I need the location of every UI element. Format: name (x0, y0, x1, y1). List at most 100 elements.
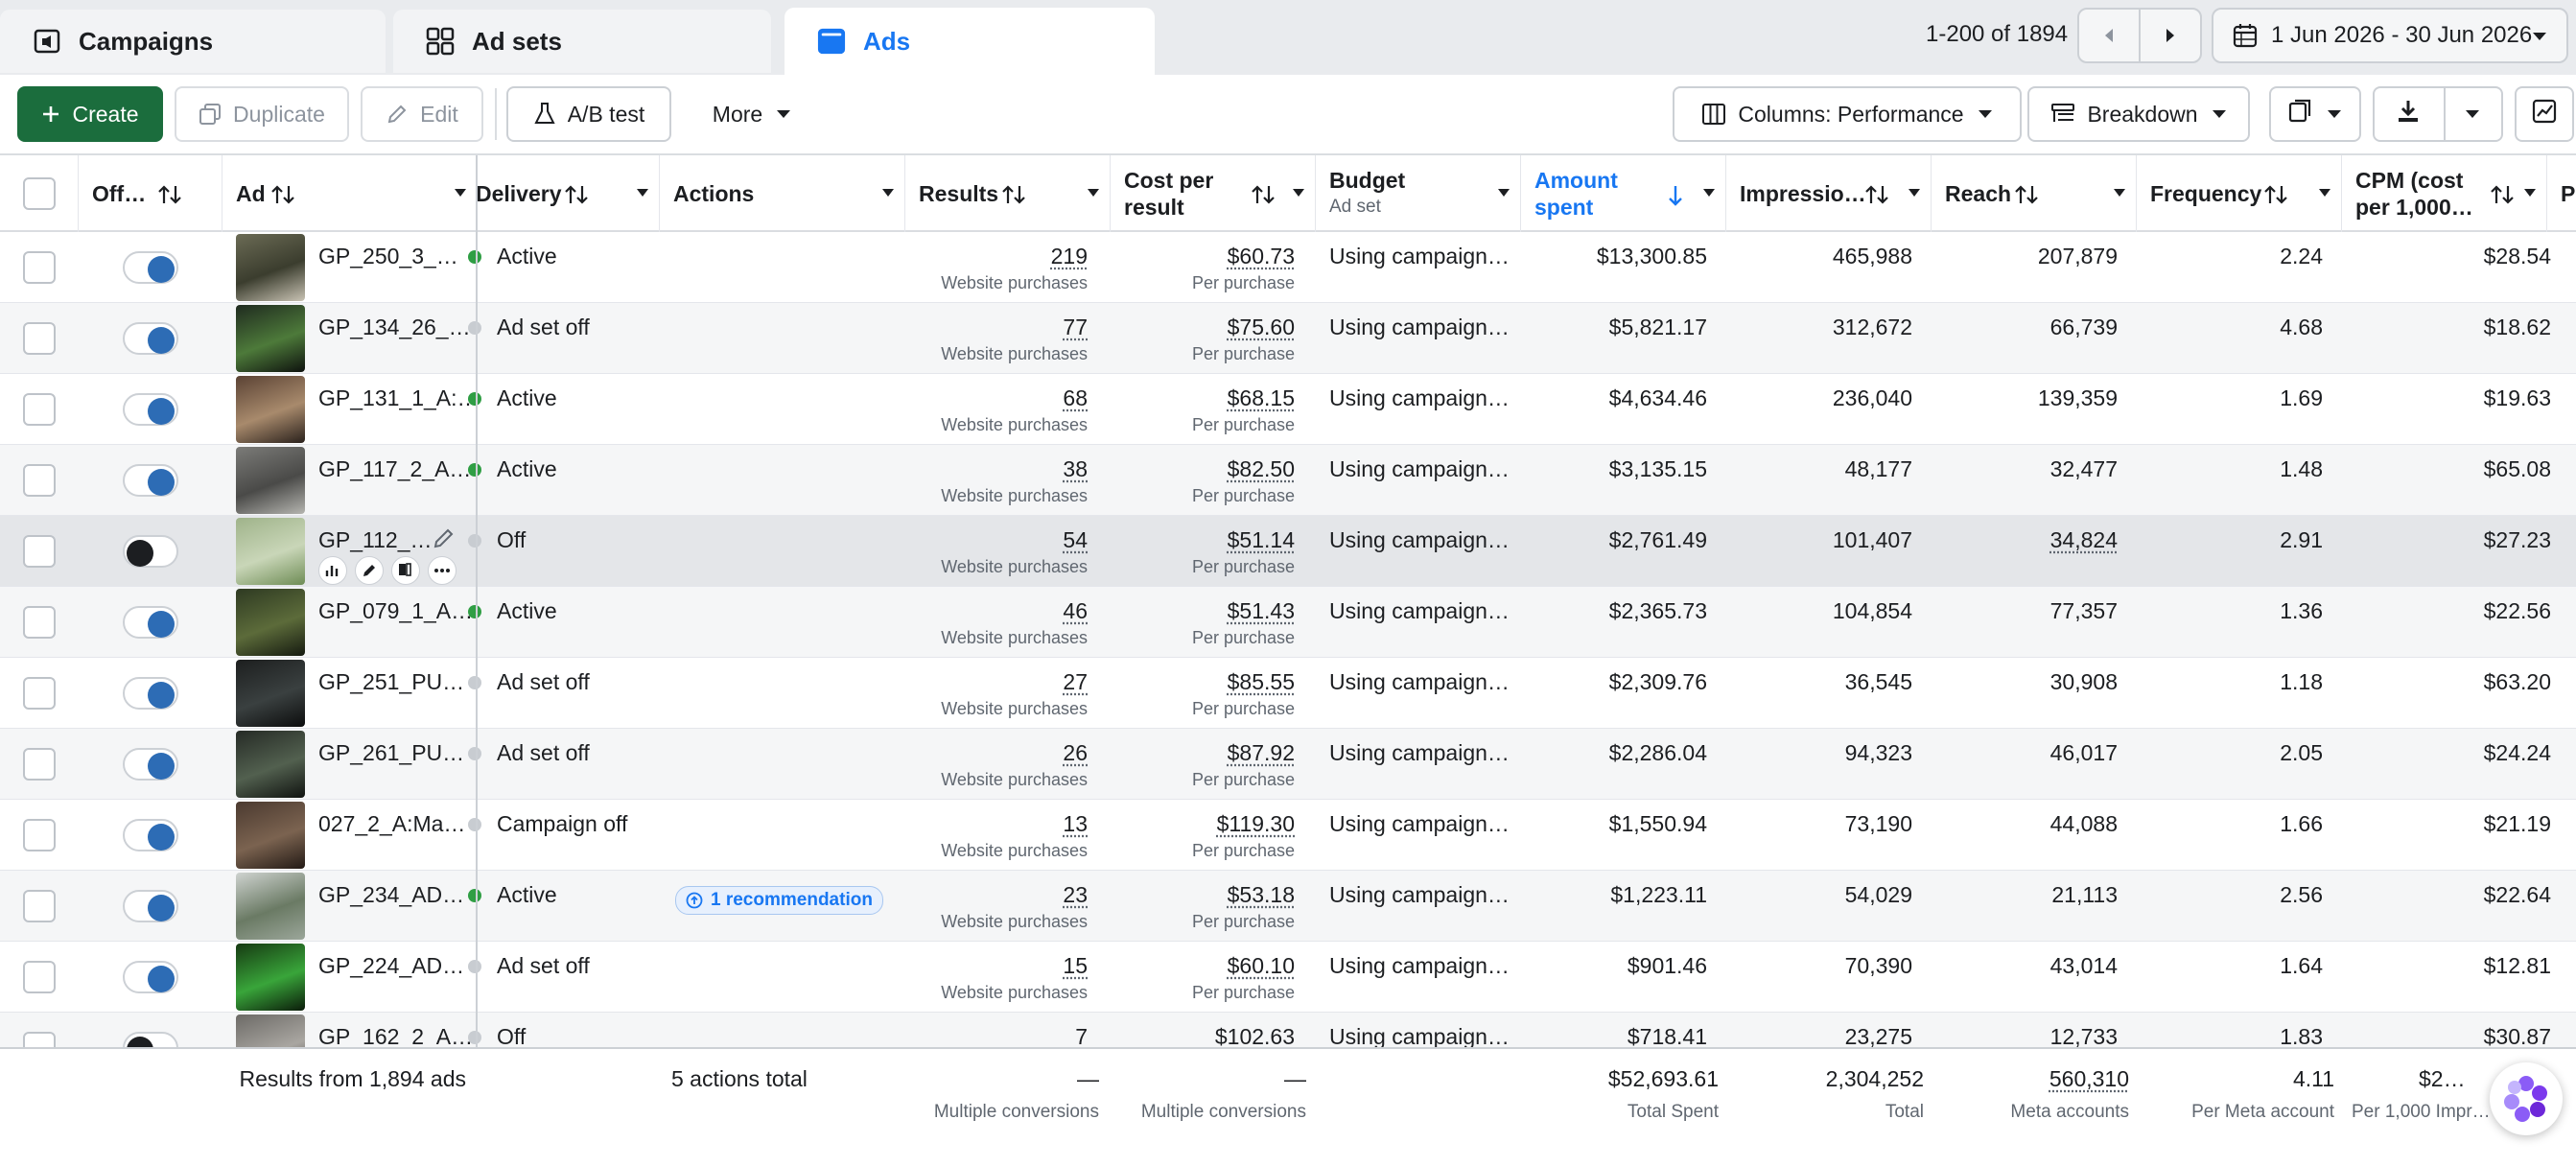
value-cpr[interactable]: $87.92 (1227, 740, 1295, 765)
edit-name-icon[interactable] (432, 525, 457, 550)
ad-name[interactable]: GP_131_1_A:… (318, 385, 480, 410)
edit-row-button[interactable] (355, 556, 384, 585)
chevron-down-icon[interactable] (454, 188, 467, 198)
ad-thumbnail[interactable] (236, 305, 305, 372)
table-row[interactable]: GP_117_2_A… Active 38 Website purchases $82.… (0, 445, 2576, 516)
ad-thumbnail[interactable] (236, 447, 305, 514)
row-checkbox[interactable] (23, 677, 56, 710)
value-results[interactable]: 13 (1063, 811, 1088, 836)
ad-status-toggle[interactable] (123, 606, 178, 639)
table-row[interactable]: GP_250_3_… Active 219 Website purchases $60.… (0, 232, 2576, 303)
view-charts-button[interactable] (318, 556, 347, 585)
table-row[interactable]: GP_234_AD… Active 1 recommendation 23 Websit… (0, 871, 2576, 942)
ad-name[interactable]: GP_112_… (318, 527, 433, 552)
row-checkbox[interactable] (23, 819, 56, 851)
table-row[interactable]: GP_251_PU… Ad set off 27 Website purchases $… (0, 658, 2576, 729)
ad-thumbnail[interactable] (236, 944, 305, 1011)
header-cost-per-result[interactable]: Cost per result (1111, 155, 1316, 232)
header-budget[interactable]: Budget Ad set (1316, 155, 1521, 232)
value-cpr[interactable]: $102.63 (1214, 1024, 1295, 1049)
table-row[interactable]: GP_261_PU… Ad set off 26 Website purchases $… (0, 729, 2576, 800)
reports-button[interactable] (2269, 86, 2361, 142)
chevron-down-icon[interactable] (1908, 188, 1921, 198)
ad-thumbnail[interactable] (236, 234, 305, 301)
row-checkbox[interactable] (23, 748, 56, 781)
table-row[interactable]: GP_134_26_… Ad set off 77 Website purchases… (0, 303, 2576, 374)
export-button[interactable] (2373, 86, 2503, 142)
table-row[interactable]: GP_112_… Off 54 Website purchases $51.14 Per … (0, 516, 2576, 587)
ad-thumbnail[interactable] (236, 589, 305, 656)
header-results[interactable]: Results (905, 155, 1111, 232)
ad-name[interactable]: GP_234_AD… (318, 882, 465, 907)
ad-thumbnail[interactable] (236, 873, 305, 940)
more-options-button[interactable] (428, 556, 457, 585)
chevron-down-icon[interactable] (2523, 188, 2537, 198)
value-cpr[interactable]: $75.60 (1227, 315, 1295, 339)
ad-name[interactable]: GP_162_2_A… (318, 1024, 474, 1049)
header-amount-spent[interactable]: Amount spent (1521, 155, 1726, 232)
table-row[interactable]: GP_131_1_A:… Active 68 Website purchases $68… (0, 374, 2576, 445)
edit-button[interactable]: Edit (361, 86, 483, 142)
ad-status-toggle[interactable] (123, 961, 178, 993)
create-button[interactable]: Create (17, 86, 163, 142)
row-checkbox[interactable] (23, 890, 56, 922)
ad-status-toggle[interactable] (123, 748, 178, 781)
ad-name[interactable]: GP_224_AD… (318, 953, 465, 978)
charts-button[interactable] (2515, 86, 2574, 142)
next-page-button[interactable] (2141, 10, 2200, 61)
ad-status-toggle[interactable] (123, 464, 178, 497)
ad-status-toggle[interactable] (123, 819, 178, 851)
header-frequency[interactable]: Frequency (2137, 155, 2342, 232)
ad-thumbnail[interactable] (236, 731, 305, 798)
ad-name[interactable]: GP_117_2_A… (318, 456, 472, 481)
value-cpr[interactable]: $60.73 (1227, 244, 1295, 268)
row-checkbox[interactable] (23, 464, 56, 497)
previous-page-button[interactable] (2079, 10, 2141, 61)
header-actions[interactable]: Actions (660, 155, 905, 232)
row-checkbox[interactable] (23, 535, 56, 568)
ai-assistant-button[interactable] (2490, 1062, 2563, 1135)
ad-status-toggle[interactable] (123, 677, 178, 710)
ad-status-toggle[interactable] (123, 535, 178, 568)
columns-button[interactable]: Columns: Performance (1673, 86, 2022, 142)
ad-status-toggle[interactable] (123, 890, 178, 922)
tab-ads[interactable]: Ads (785, 8, 1155, 75)
ad-thumbnail[interactable] (236, 376, 305, 443)
ad-status-toggle[interactable] (123, 393, 178, 426)
chevron-down-icon[interactable] (2318, 188, 2331, 198)
value-results[interactable]: 219 (1050, 244, 1088, 268)
tab-ad-sets[interactable]: Ad sets (393, 10, 771, 73)
chevron-down-icon[interactable] (1702, 188, 1716, 198)
value-cpr[interactable]: $119.30 (1216, 811, 1295, 836)
recommendation-badge[interactable]: 1 recommendation (675, 886, 883, 915)
ad-thumbnail[interactable] (236, 802, 305, 869)
chevron-down-icon[interactable] (1087, 188, 1100, 198)
header-reach[interactable]: Reach (1932, 155, 2137, 232)
ad-thumbnail[interactable] (236, 518, 305, 585)
tab-campaigns[interactable]: Campaigns (0, 10, 386, 73)
value-results[interactable]: 7 (1075, 1024, 1088, 1049)
value-cpr[interactable]: $51.14 (1227, 527, 1295, 552)
chevron-down-icon[interactable] (881, 188, 895, 198)
ad-status-toggle[interactable] (123, 322, 178, 355)
value-results[interactable]: 54 (1063, 527, 1088, 552)
value-cpr[interactable]: $68.15 (1227, 385, 1295, 410)
value-results[interactable]: 23 (1063, 882, 1088, 907)
value-results[interactable]: 77 (1063, 315, 1088, 339)
duplicate-button[interactable]: Duplicate (175, 86, 349, 142)
table-row[interactable]: GP_224_AD… Ad set off 15 Website purchases $… (0, 942, 2576, 1013)
value-cpr[interactable]: $51.43 (1227, 598, 1295, 623)
ad-name[interactable]: GP_261_PU… (318, 740, 465, 765)
header-delivery[interactable]: Delivery (476, 155, 660, 232)
chevron-down-icon[interactable] (1497, 188, 1510, 198)
value-cpr[interactable]: $85.55 (1227, 669, 1295, 694)
value-results[interactable]: 15 (1063, 953, 1088, 978)
value-results[interactable]: 26 (1063, 740, 1088, 765)
value-results[interactable]: 38 (1063, 456, 1088, 481)
select-all-checkbox[interactable] (22, 177, 56, 210)
ad-status-toggle[interactable] (123, 251, 178, 284)
ad-thumbnail[interactable] (236, 660, 305, 727)
header-cpm[interactable]: CPM (cost per 1,000… (2342, 155, 2547, 232)
value-cpr[interactable]: $53.18 (1227, 882, 1295, 907)
chevron-down-icon[interactable] (1292, 188, 1305, 198)
